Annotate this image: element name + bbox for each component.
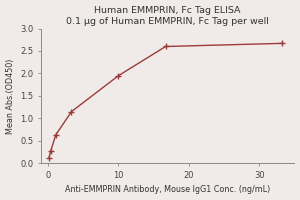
Title: Human EMMPRIN, Fc Tag ELISA
0.1 μg of Human EMMPRIN, Fc Tag per well: Human EMMPRIN, Fc Tag ELISA 0.1 μg of Hu… [66,6,269,26]
Y-axis label: Mean Abs.(OD450): Mean Abs.(OD450) [6,58,15,134]
X-axis label: Anti-EMMPRIN Antibody, Mouse IgG1 Conc. (ng/mL): Anti-EMMPRIN Antibody, Mouse IgG1 Conc. … [65,185,270,194]
